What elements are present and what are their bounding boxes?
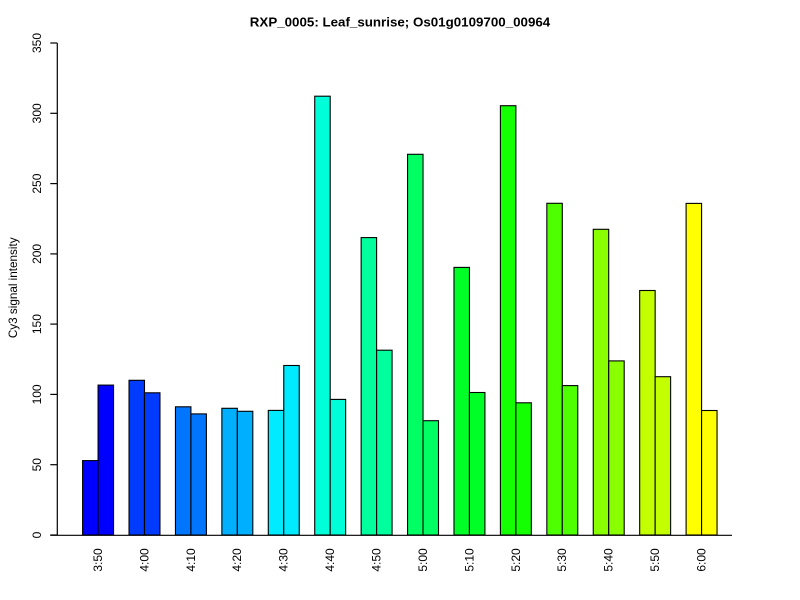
svg-text:250: 250 (30, 173, 44, 193)
svg-text:150: 150 (30, 314, 44, 334)
svg-text:100: 100 (30, 384, 44, 404)
svg-text:5:00: 5:00 (416, 548, 430, 572)
svg-text:350: 350 (30, 33, 44, 53)
svg-text:4:00: 4:00 (137, 548, 151, 572)
svg-text:4:50: 4:50 (370, 548, 384, 572)
svg-text:300: 300 (30, 103, 44, 123)
svg-text:6:00: 6:00 (695, 548, 709, 572)
svg-text:5:20: 5:20 (509, 548, 523, 572)
svg-text:200: 200 (30, 244, 44, 264)
svg-text:Cy3 signal intensity: Cy3 signal intensity (7, 237, 20, 338)
svg-text:4:30: 4:30 (277, 548, 291, 572)
svg-text:5:50: 5:50 (648, 548, 662, 572)
svg-text:0: 0 (30, 531, 44, 538)
svg-text:5:30: 5:30 (555, 548, 569, 572)
svg-text:4:10: 4:10 (184, 548, 198, 572)
svg-text:5:10: 5:10 (462, 548, 476, 572)
svg-text:4:20: 4:20 (230, 548, 244, 572)
svg-text:RXP_0005: Leaf_sunrise; Os01g0: RXP_0005: Leaf_sunrise; Os01g0109700_009… (250, 14, 551, 29)
svg-text:4:40: 4:40 (323, 548, 337, 572)
svg-text:50: 50 (30, 458, 44, 472)
svg-text:5:40: 5:40 (602, 548, 616, 572)
svg-text:3:50: 3:50 (91, 548, 105, 572)
